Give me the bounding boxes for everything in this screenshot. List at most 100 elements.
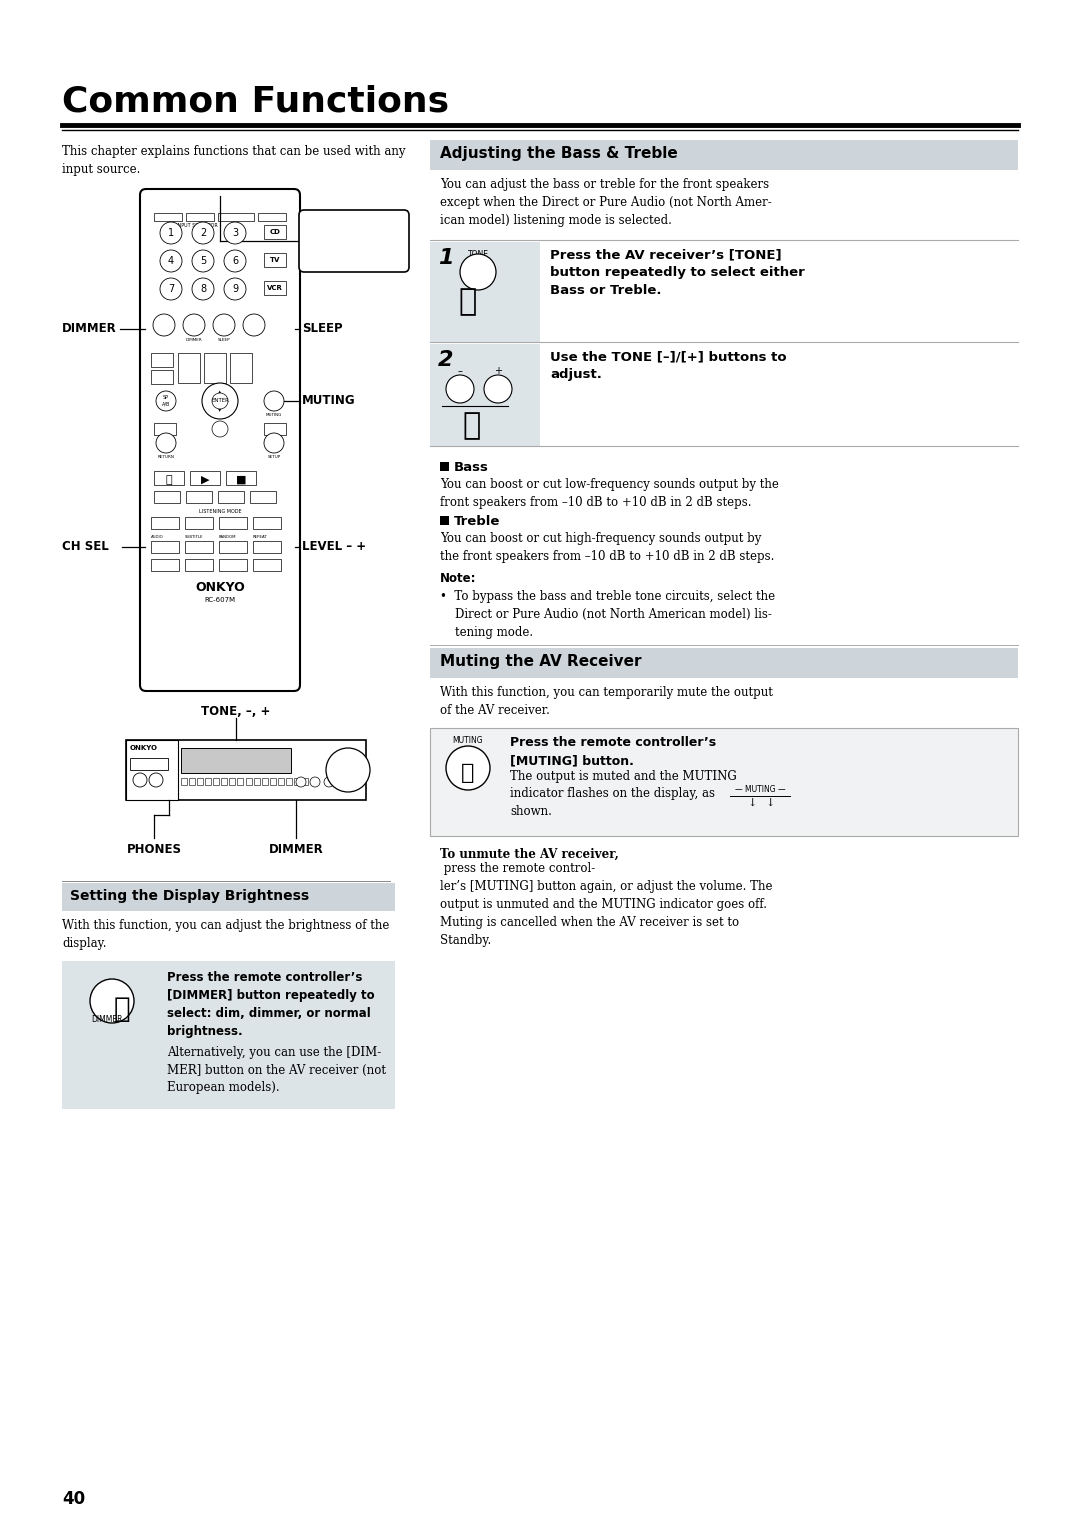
Text: ▶: ▶ (201, 475, 210, 484)
Text: MUTING: MUTING (453, 736, 484, 746)
Circle shape (338, 778, 348, 787)
Text: Alternatively, you can use the [DIM-
MER] button on the AV receiver (not
Europea: Alternatively, you can use the [DIM- MER… (167, 1047, 386, 1094)
Circle shape (326, 749, 370, 792)
Text: 1: 1 (438, 248, 454, 267)
Circle shape (484, 374, 512, 403)
Circle shape (202, 384, 238, 419)
Bar (151, 516, 179, 529)
Bar (258, 212, 286, 222)
Text: Press
[RECEIVER]
first: Press [RECEIVER] first (316, 225, 387, 263)
Text: Muting the AV Receiver: Muting the AV Receiver (440, 654, 642, 669)
Bar (185, 559, 213, 571)
Bar (151, 353, 173, 367)
Bar (154, 490, 180, 503)
Circle shape (192, 278, 214, 299)
Bar (219, 559, 247, 571)
Text: 9: 9 (232, 284, 238, 293)
Text: ▲
◀  ▶
▼: ▲ ◀ ▶ ▼ (213, 390, 228, 413)
Bar (189, 778, 195, 785)
Bar (186, 212, 214, 222)
Text: 40: 40 (62, 1490, 85, 1508)
Bar (218, 212, 254, 222)
Bar (181, 749, 291, 773)
Text: — MUTING —: — MUTING — (734, 785, 785, 795)
Circle shape (213, 313, 235, 336)
Bar (154, 423, 176, 435)
Text: Treble: Treble (454, 515, 500, 529)
Text: DIMMER: DIMMER (186, 338, 202, 342)
Text: MUTING: MUTING (302, 394, 355, 408)
Text: ↓: ↓ (747, 799, 757, 808)
Circle shape (133, 773, 147, 787)
Text: ☜: ☜ (113, 996, 131, 1022)
Text: Press the AV receiver’s [TONE]
button repeatedly to select either
Bass or Treble: Press the AV receiver’s [TONE] button re… (550, 248, 805, 296)
Bar (430, 344, 540, 446)
Text: ONKYO: ONKYO (195, 581, 245, 594)
Text: press the remote control-
ler’s [MUTING] button again, or adjust the volume. The: press the remote control- ler’s [MUTING]… (440, 862, 772, 947)
Bar (229, 778, 235, 785)
Bar (178, 353, 200, 384)
Bar (219, 516, 247, 529)
Text: 7: 7 (167, 284, 174, 293)
Text: Press the remote controller’s
[MUTING] button.: Press the remote controller’s [MUTING] b… (510, 736, 716, 767)
Bar (249, 490, 276, 503)
Text: ⏸: ⏸ (165, 475, 173, 484)
Bar (294, 778, 300, 785)
Circle shape (310, 778, 320, 787)
Text: TONE, –, +: TONE, –, + (201, 704, 271, 718)
Bar (286, 778, 292, 785)
Circle shape (324, 778, 334, 787)
Text: 6: 6 (232, 257, 238, 266)
Text: REPEAT: REPEAT (253, 535, 268, 539)
Bar (130, 758, 168, 770)
Text: To unmute the AV receiver,: To unmute the AV receiver, (440, 848, 619, 860)
Text: AUDIO: AUDIO (151, 535, 164, 539)
Bar (246, 778, 252, 785)
Bar (126, 740, 366, 801)
Circle shape (160, 278, 183, 299)
Text: TV: TV (270, 257, 280, 263)
Text: •  To bypass the bass and treble tone circuits, select the
    Direct or Pure Au: • To bypass the bass and treble tone cir… (440, 590, 775, 639)
Text: ONKYO: ONKYO (130, 746, 158, 750)
Bar (278, 778, 284, 785)
Text: RANDOM: RANDOM (219, 535, 237, 539)
Bar (253, 541, 281, 553)
Text: Note:: Note: (440, 571, 476, 585)
Bar (185, 516, 213, 529)
Text: You can boost or cut low-frequency sounds output by the
front speakers from –10 : You can boost or cut low-frequency sound… (440, 478, 779, 509)
Bar (430, 648, 1018, 678)
Text: 2: 2 (438, 350, 454, 370)
Circle shape (243, 313, 265, 336)
FancyBboxPatch shape (140, 189, 300, 691)
Text: SLEEP: SLEEP (218, 338, 230, 342)
Circle shape (149, 773, 163, 787)
Text: Bass: Bass (454, 461, 489, 474)
Bar (204, 353, 226, 384)
Text: ENTER: ENTER (211, 399, 229, 403)
Text: –: – (458, 367, 462, 376)
Bar (218, 490, 244, 503)
Text: 5: 5 (200, 257, 206, 266)
Text: CH SEL: CH SEL (62, 541, 109, 553)
Text: Press the remote controller’s
[DIMMER] button repeatedly to
select: dim, dimmer,: Press the remote controller’s [DIMMER] b… (167, 970, 375, 1038)
Bar (62, 961, 395, 1109)
Circle shape (224, 222, 246, 244)
Bar (151, 559, 179, 571)
Bar (302, 778, 308, 785)
Text: RC-607M: RC-607M (204, 597, 235, 604)
Circle shape (264, 432, 284, 452)
Bar (190, 471, 220, 484)
Bar (126, 740, 178, 801)
Text: SP
A/B: SP A/B (162, 396, 171, 406)
Text: This chapter explains functions that can be used with any
input source.: This chapter explains functions that can… (62, 145, 405, 176)
Circle shape (192, 222, 214, 244)
Circle shape (212, 393, 228, 410)
Text: +: + (494, 367, 502, 376)
Bar (221, 778, 227, 785)
Text: With this function, you can adjust the brightness of the
display.: With this function, you can adjust the b… (62, 918, 390, 949)
Text: 8: 8 (200, 284, 206, 293)
Circle shape (446, 746, 490, 790)
Bar (253, 516, 281, 529)
Text: SETUP: SETUP (268, 455, 281, 458)
Text: Common Functions: Common Functions (62, 86, 449, 119)
